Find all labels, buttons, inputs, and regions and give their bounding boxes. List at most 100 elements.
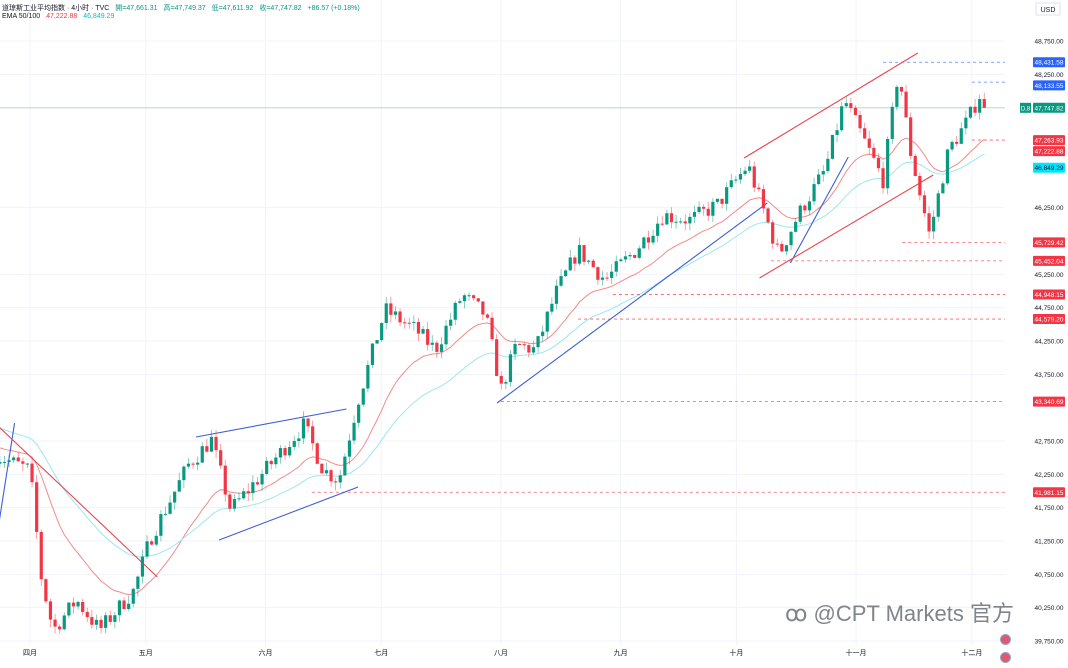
candle-body (329, 470, 333, 482)
candle (237, 492, 241, 502)
ema100-value: 46,849.29 (83, 13, 115, 20)
ema-label-bg (1033, 162, 1065, 173)
candle-body (775, 243, 779, 245)
candle (812, 177, 816, 206)
y-tick-label: 42,250.00 (1035, 472, 1064, 479)
trendline[interactable] (743, 52, 919, 159)
candle (407, 317, 411, 329)
candle (131, 587, 135, 608)
candle (136, 575, 140, 597)
candle (522, 342, 526, 350)
candle-body (780, 243, 784, 252)
candle (876, 153, 881, 172)
price-axis[interactable] (1005, 0, 1068, 658)
candle-body (21, 461, 25, 464)
candle-body (863, 128, 867, 139)
candle-body (541, 331, 545, 337)
trendline[interactable] (195, 408, 347, 438)
candle-body (219, 450, 223, 466)
legend-ema[interactable]: EMA 50/100 47,222.88 46,849.29 (2, 13, 118, 20)
candle-body (867, 138, 871, 148)
level-label: 48,133.55 (1035, 83, 1064, 90)
candle (168, 495, 172, 515)
candle (104, 612, 108, 634)
candle (872, 143, 876, 160)
candle-body (228, 494, 232, 509)
candle (449, 312, 453, 331)
candle (973, 98, 977, 117)
candle-body (48, 601, 53, 620)
candle (927, 206, 931, 240)
candle-body (536, 336, 540, 348)
candle (21, 457, 25, 472)
candle (150, 539, 154, 546)
candle (7, 454, 11, 468)
candle (324, 462, 329, 475)
candle (288, 441, 292, 458)
candle (260, 469, 264, 491)
candle (527, 343, 531, 358)
candle-body (145, 541, 149, 557)
candle-body (619, 259, 623, 262)
trendline[interactable] (0, 427, 158, 578)
trendline[interactable] (759, 174, 934, 279)
candle (90, 609, 94, 629)
candle (780, 240, 784, 253)
candle (44, 577, 48, 604)
candle-body (895, 86, 899, 107)
candle (30, 458, 34, 488)
trendline[interactable] (0, 422, 16, 522)
candle-body (559, 276, 563, 286)
candle-body (76, 601, 80, 607)
trendline[interactable] (218, 486, 359, 541)
candle-body (357, 404, 361, 423)
candle-body (844, 103, 848, 107)
candle (283, 445, 287, 460)
candle (311, 420, 315, 451)
candle-body (94, 619, 99, 625)
currency-label[interactable]: USD (1035, 2, 1061, 16)
candle (53, 613, 57, 634)
candle-body (237, 498, 241, 500)
candle (173, 491, 177, 510)
y-tick-label: 48,250.00 (1035, 72, 1064, 79)
candle-body (458, 301, 462, 303)
candle-body (495, 339, 499, 376)
ohlc-low: 低=47,611.92 (211, 5, 254, 12)
candle-body (886, 138, 890, 189)
candle-body (982, 99, 986, 108)
candle-body (205, 446, 209, 452)
candle-body (136, 576, 140, 589)
candle-body (826, 158, 830, 172)
candle (748, 160, 752, 174)
legend-main[interactable]: 道琼斯工业平均指数 · 4小时 · TVC 開=47,661.31 高=47,7… (2, 3, 364, 13)
candle (108, 610, 112, 625)
candle-body (812, 184, 816, 202)
trendline[interactable] (496, 202, 768, 404)
candle (145, 535, 149, 559)
candle-body (435, 342, 439, 352)
candle-body (251, 482, 255, 494)
candle (186, 458, 191, 469)
x-tick-label: 十月 (729, 648, 743, 657)
candle (955, 135, 959, 147)
candle-body (232, 498, 237, 509)
candle-body (186, 463, 191, 467)
candle-body (214, 436, 218, 451)
candle-body (35, 482, 39, 532)
watermark-text: @CPT Markets 官方 (813, 601, 1014, 626)
candle-body (688, 216, 692, 224)
trendlines[interactable] (0, 52, 934, 578)
candle (200, 442, 204, 463)
candle-body (306, 418, 310, 427)
time-axis[interactable] (0, 645, 1005, 658)
candle-body (669, 213, 674, 223)
candle (669, 207, 674, 229)
trendline[interactable] (789, 156, 849, 264)
candle (715, 198, 720, 204)
candle-body (504, 382, 508, 384)
candle (163, 506, 168, 516)
candle-body (858, 114, 862, 129)
candle (807, 196, 812, 215)
